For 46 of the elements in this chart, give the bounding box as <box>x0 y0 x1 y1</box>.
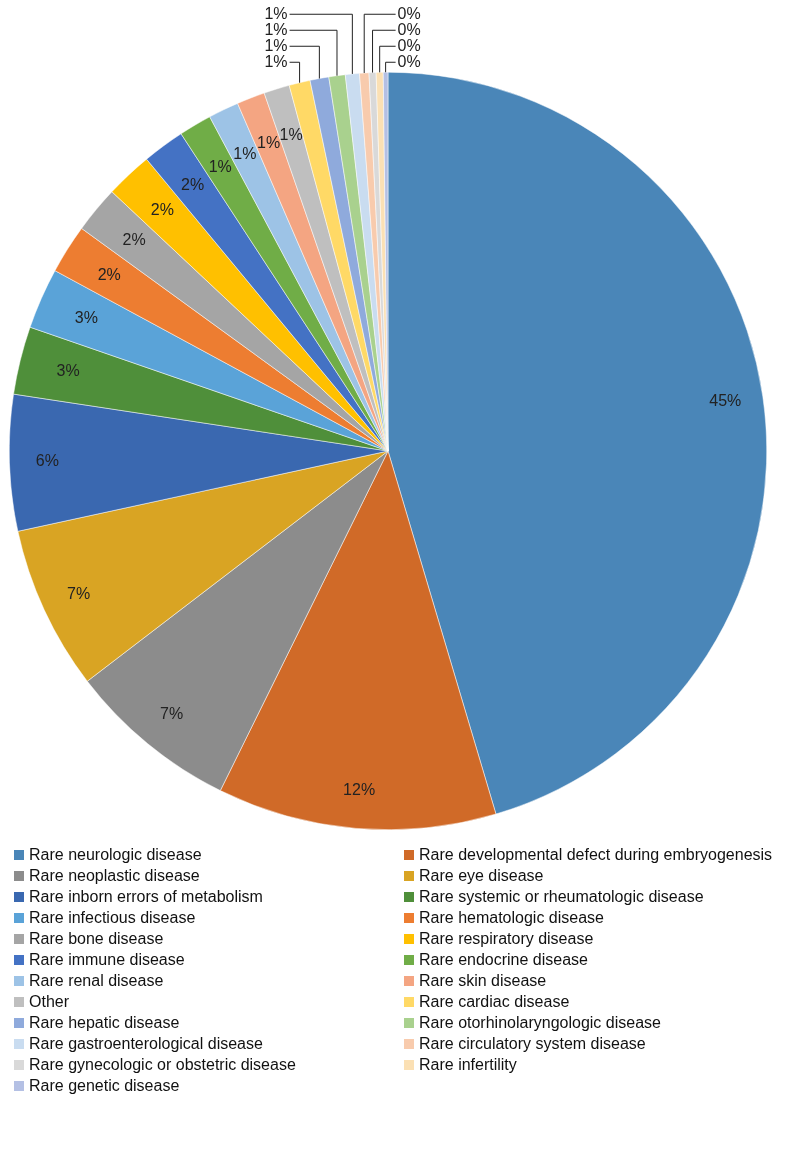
data-label: 6% <box>35 452 59 470</box>
data-label: 7% <box>67 584 91 602</box>
legend-label: Rare cardiac disease <box>418 993 571 1011</box>
data-label: 0% <box>397 20 421 38</box>
legend-label: Rare neurologic disease <box>28 846 203 864</box>
legend-label: Rare systemic or rheumatologic disease <box>418 888 705 906</box>
data-label: 2% <box>122 231 146 249</box>
data-label: 1% <box>264 36 288 54</box>
data-label: 0% <box>397 4 421 22</box>
legend-label: Rare respiratory disease <box>418 930 595 948</box>
legend-label: Rare eye disease <box>418 867 545 885</box>
legend-label: Rare infectious disease <box>28 909 197 927</box>
data-label: 2% <box>181 176 205 194</box>
legend-label: Other <box>28 993 70 1011</box>
legend-label: Rare hematologic disease <box>418 909 605 927</box>
legend-label: Rare infertility <box>418 1056 518 1074</box>
data-label: 1% <box>233 144 257 162</box>
legend-label: Rare otorhinolaryngologic disease <box>418 1014 662 1032</box>
data-label: 1% <box>264 52 288 70</box>
data-label: 12% <box>343 781 376 799</box>
data-label: 7% <box>159 704 184 722</box>
legend-label: Rare developmental defect during embryogenesis <box>418 846 774 864</box>
data-label: 1% <box>279 126 303 144</box>
data-label: 2% <box>150 201 174 219</box>
legend-label: Rare neoplastic disease <box>28 867 201 885</box>
data-label: 45% <box>709 392 742 410</box>
data-label: 0% <box>397 52 421 70</box>
legend-label: Rare immune disease <box>28 951 186 969</box>
legend-label: Rare gastroenterological disease <box>28 1035 264 1053</box>
legend-label: Rare skin disease <box>418 972 548 990</box>
legend-label: Rare circulatory system disease <box>418 1035 647 1053</box>
data-label: 3% <box>74 308 98 326</box>
data-label: 0% <box>397 36 421 54</box>
data-label: 2% <box>97 265 121 283</box>
legend-label: Rare inborn errors of metabolism <box>28 888 264 906</box>
legend-label: Rare hepatic disease <box>28 1014 181 1032</box>
data-label: 1% <box>264 4 288 22</box>
legend-label: Rare genetic disease <box>28 1077 181 1095</box>
data-label: 3% <box>56 362 80 380</box>
legend-label: Rare renal disease <box>28 972 165 990</box>
legend-label: Rare bone disease <box>28 930 165 948</box>
legend-label: Rare gynecologic or obstetric disease <box>28 1056 297 1074</box>
data-label: 1% <box>264 20 288 38</box>
data-label: 1% <box>208 157 232 175</box>
legend-label: Rare endocrine disease <box>418 951 589 969</box>
data-label: 1% <box>257 134 281 152</box>
